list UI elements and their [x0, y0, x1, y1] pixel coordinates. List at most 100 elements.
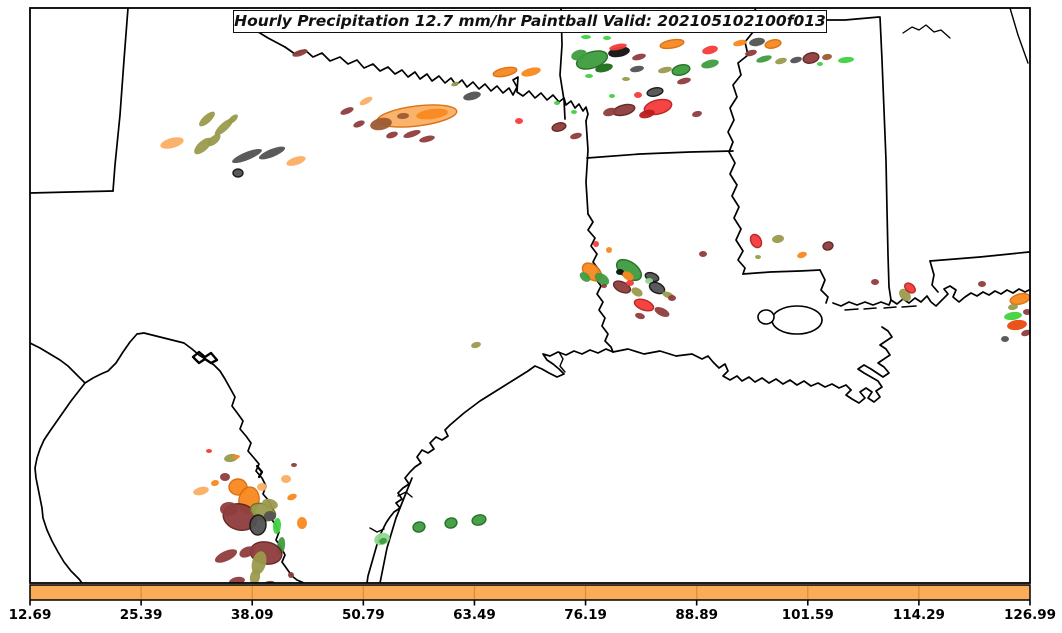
precip-blob — [595, 63, 613, 73]
precip-blob — [755, 255, 761, 259]
precip-blob — [838, 56, 854, 64]
boundary-fl-al-west — [929, 260, 939, 293]
colorbar-tick-label: 76.19 — [564, 607, 607, 623]
boundary-red-river — [284, 46, 589, 122]
colorbar-tick-label: 25.39 — [120, 607, 163, 623]
precip-blob — [471, 514, 487, 526]
precip-blob — [871, 279, 879, 285]
precip-blob — [206, 449, 212, 453]
precip-blob — [749, 233, 763, 249]
precip-blob — [581, 35, 591, 39]
precip-blob — [207, 133, 221, 147]
precip-blob — [802, 52, 820, 64]
precip-blob — [416, 108, 448, 120]
precip-blob — [286, 156, 306, 166]
precip-blob — [386, 131, 398, 139]
precip-blob — [745, 49, 757, 57]
precip-blob — [193, 486, 209, 496]
precip-blob — [797, 251, 807, 259]
lake-maurepas — [757, 309, 775, 325]
colorbar-tick-label: 63.49 — [453, 607, 496, 623]
boundary-tennessee-river — [902, 24, 951, 39]
precip-blob — [239, 546, 255, 558]
map-title-text: Hourly Precipitation 12.7 mm/hr Paintbal… — [234, 12, 826, 30]
precip-blob — [232, 454, 240, 460]
precip-blob — [733, 39, 747, 47]
precip-blob — [699, 251, 707, 257]
precip-blob — [1021, 329, 1030, 337]
precip-blob — [603, 107, 617, 117]
precip-blob — [626, 280, 634, 286]
precip-blob — [264, 511, 276, 521]
precip-blob — [444, 517, 458, 529]
precip-blob — [594, 272, 610, 286]
boundary-barrier-island-3 — [883, 306, 897, 309]
colorbar-tick-label: 88.89 — [675, 607, 718, 623]
precip-blob — [1008, 303, 1018, 311]
precip-blob — [232, 168, 244, 178]
precip-blob — [281, 475, 291, 483]
precip-blob — [194, 137, 212, 155]
precip-blob — [822, 53, 832, 61]
precip-blob — [471, 341, 481, 349]
precip-blob — [648, 281, 666, 295]
precip-blob — [262, 498, 278, 510]
precip-blob — [593, 241, 599, 247]
precip-blob — [654, 307, 670, 317]
precip-blob — [634, 92, 642, 98]
boundary-falcon-lake — [255, 464, 264, 479]
precip-blob — [1023, 309, 1030, 315]
precip-blob — [756, 55, 772, 63]
colorbar-tick-label: 38.09 — [231, 607, 274, 623]
precip-blob — [1001, 336, 1009, 342]
boundary-amistad-lake — [191, 350, 219, 365]
precip-blob — [521, 67, 541, 77]
colorbar-bar — [29, 584, 1031, 601]
precip-blob — [249, 569, 261, 583]
precip-blob — [287, 493, 297, 501]
precip-blob — [822, 241, 834, 251]
precip-blob — [229, 576, 245, 583]
precip-blob — [340, 107, 354, 115]
boundaries-layer — [30, 8, 1030, 583]
precip-blob — [571, 49, 587, 61]
precip-blob — [701, 59, 719, 69]
colorbar-tick-label: 101.59 — [782, 607, 834, 623]
precip-blob — [220, 473, 230, 481]
precip-blob — [631, 287, 643, 297]
boundary-la-ms-31n — [742, 269, 821, 275]
precip-blob — [633, 298, 655, 312]
boundary-ar-la — [586, 150, 734, 159]
precip-blob — [359, 96, 373, 106]
boundary-nm-tx-south — [30, 190, 114, 194]
precip-blob — [451, 81, 459, 87]
precip-blob — [671, 63, 691, 77]
precip-blob — [622, 271, 634, 281]
precip-blob — [492, 66, 518, 78]
precip-blob — [214, 549, 238, 563]
precip-blob — [646, 87, 664, 97]
precip-blob — [272, 518, 282, 534]
boundary-corpus-inlet — [397, 491, 413, 498]
precip-blob — [412, 521, 426, 533]
precip-blob — [554, 101, 560, 105]
precip-blob — [606, 247, 612, 253]
boundary-ms-al-coast — [832, 285, 1030, 307]
precip-blob — [258, 146, 286, 160]
precip-blob — [749, 37, 765, 47]
precip-blob — [775, 57, 787, 65]
precip-blob — [1007, 319, 1027, 331]
precip-blob — [211, 479, 219, 487]
precip-blob — [297, 517, 307, 529]
precip-blob — [585, 74, 593, 78]
map-title: Hourly Precipitation 12.7 mm/hr Paintbal… — [233, 10, 827, 33]
precip-blob — [677, 77, 691, 85]
precip-blob — [579, 272, 591, 282]
precip-blob — [251, 551, 267, 575]
precip-blob — [630, 65, 644, 73]
map-frame-border — [29, 7, 1031, 584]
precip-blob — [515, 118, 523, 124]
precip-blob — [609, 94, 615, 98]
precip-blob — [353, 120, 365, 128]
